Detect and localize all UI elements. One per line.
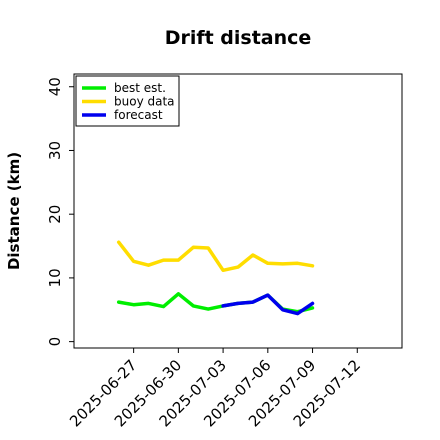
- plot-lines: [116, 240, 315, 316]
- plot-frame: [73, 73, 403, 349]
- legend-label: best est.: [114, 81, 166, 95]
- legend-label: forecast: [114, 108, 163, 122]
- y-tick-label: 30: [46, 141, 64, 160]
- y-tick-label: 40: [46, 77, 64, 96]
- series-line-buoy-data: [116, 240, 315, 273]
- chart-title: Drift distance: [165, 27, 312, 49]
- y-tick-label: 20: [46, 205, 64, 224]
- y-tick-label: 10: [46, 268, 64, 287]
- y-axis: 0 10 20 30 40: [46, 77, 74, 346]
- series-line-forecast: [221, 293, 315, 316]
- legend-label: buoy data: [114, 95, 175, 109]
- x-axis: 2025-06-272025-06-302025-07-032025-07-06…: [66, 348, 364, 430]
- y-axis-label: Distance (km): [5, 152, 23, 270]
- y-tick-label: 0: [46, 337, 64, 347]
